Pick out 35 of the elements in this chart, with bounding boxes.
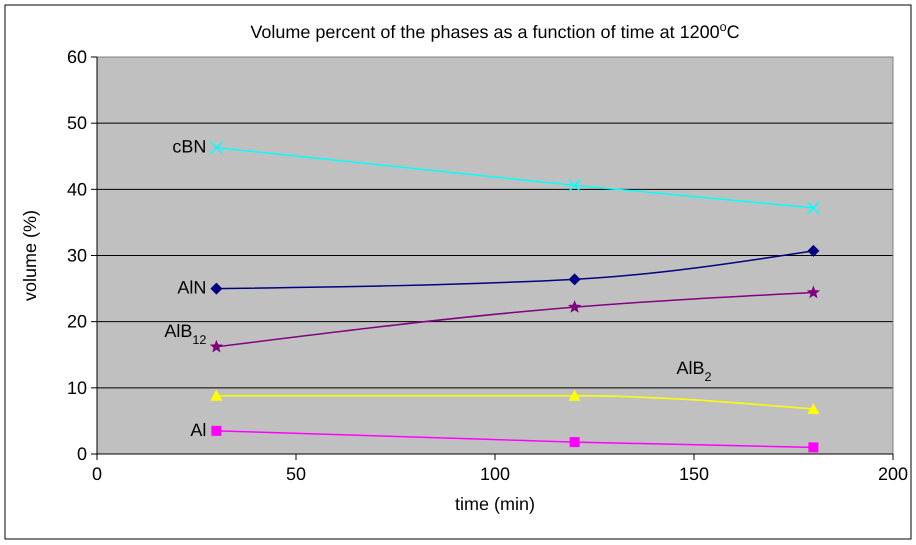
x-tick-label: 0 bbox=[92, 464, 102, 484]
point bbox=[570, 437, 580, 448]
x-axis-title: time (min) bbox=[455, 494, 535, 514]
x-tick-label: 150 bbox=[678, 464, 710, 484]
point bbox=[568, 300, 582, 313]
x-tick-label: 100 bbox=[480, 464, 510, 484]
x-tick-label: 200 bbox=[878, 464, 908, 484]
series-label: AlB$_{12}$ bbox=[164, 320, 206, 347]
y-tick-label: 40 bbox=[66, 179, 87, 200]
y-tick-label: 30 bbox=[66, 246, 87, 266]
chart-title: Volume percent of the phases as a function of time at 1200$^{o}$C bbox=[250, 20, 740, 42]
point bbox=[808, 442, 818, 452]
series-label: Al bbox=[190, 420, 206, 440]
point bbox=[568, 390, 581, 401]
series-label: AlN bbox=[177, 278, 206, 298]
point bbox=[210, 340, 224, 352]
y-tick-label: 0 bbox=[76, 444, 87, 464]
y-tick-label: 60 bbox=[66, 47, 87, 67]
point bbox=[568, 273, 581, 286]
y-tick-label: 20 bbox=[66, 312, 87, 332]
point bbox=[806, 201, 820, 215]
series-label: AlB$_{2}$ bbox=[676, 358, 712, 384]
y-axis-title: volume (%) bbox=[20, 210, 40, 302]
point bbox=[211, 426, 222, 436]
point bbox=[210, 140, 224, 154]
point bbox=[210, 282, 222, 295]
point bbox=[806, 286, 820, 298]
point bbox=[807, 403, 820, 414]
series-label: cBN bbox=[172, 136, 206, 157]
y-tick-label: 10 bbox=[66, 378, 87, 398]
y-tick-label: 50 bbox=[66, 113, 87, 134]
point bbox=[568, 178, 582, 192]
point bbox=[210, 390, 222, 401]
x-tick-label: 50 bbox=[286, 464, 306, 484]
point bbox=[807, 244, 820, 257]
